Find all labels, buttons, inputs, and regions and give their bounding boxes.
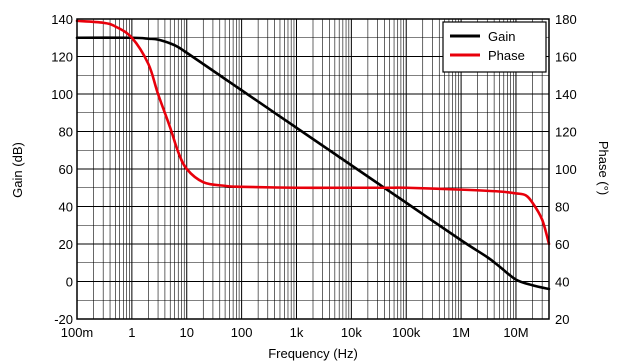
y-right-tick-label: 160 bbox=[555, 50, 577, 65]
x-tick-label: 1M bbox=[452, 325, 470, 340]
x-tick-label: 100m bbox=[61, 325, 94, 340]
legend: Gain Phase bbox=[442, 21, 547, 73]
y-right-tick-label: 60 bbox=[555, 237, 569, 252]
y-right-tick-label: 100 bbox=[555, 162, 577, 177]
tick-labels: 100m 1 10 100 1k 10k 100k 1M 10M -20 0 20 40 60 80 100 1… bbox=[51, 12, 576, 340]
y-right-tick-label: 140 bbox=[555, 87, 577, 102]
series-line-phase bbox=[75, 19, 551, 246]
y-right-tick-label: 40 bbox=[555, 275, 569, 290]
y-tick-label: 20 bbox=[59, 237, 73, 252]
y-tick-label: 100 bbox=[51, 87, 73, 102]
x-tick-label: 10 bbox=[180, 325, 194, 340]
y-tick-label: 0 bbox=[66, 275, 73, 290]
y-tick-label: -20 bbox=[54, 312, 73, 327]
legend-label-gain: Gain bbox=[488, 29, 515, 44]
y-axis-title: Gain (dB) bbox=[10, 142, 25, 198]
legend-box bbox=[442, 21, 547, 73]
y-tick-label: 80 bbox=[59, 125, 73, 140]
grid-lines bbox=[76, 19, 550, 319]
y-right-tick-label: 80 bbox=[555, 200, 569, 215]
y-tick-label: 140 bbox=[51, 12, 73, 27]
series-layer bbox=[75, 19, 551, 291]
legend-label-phase: Phase bbox=[488, 48, 525, 63]
plot-border bbox=[76, 18, 550, 320]
x-axis-title: Frequency (Hz) bbox=[268, 346, 358, 361]
y-tick-label: 60 bbox=[59, 162, 73, 177]
x-tick-label: 100k bbox=[392, 325, 421, 340]
y-tick-label: 120 bbox=[51, 50, 73, 65]
x-tick-label: 1k bbox=[290, 325, 304, 340]
x-tick-label: 1 bbox=[128, 325, 135, 340]
series-line-gain bbox=[75, 36, 551, 291]
x-tick-label: 10M bbox=[503, 325, 528, 340]
y-right-axis-title: Phase (°) bbox=[596, 141, 611, 195]
x-tick-label: 10k bbox=[341, 325, 362, 340]
y-right-tick-label: 180 bbox=[555, 12, 577, 27]
y-tick-label: 40 bbox=[59, 200, 73, 215]
y-right-tick-label: 20 bbox=[555, 312, 569, 327]
y-right-tick-label: 120 bbox=[555, 125, 577, 140]
x-tick-label: 100 bbox=[231, 325, 253, 340]
